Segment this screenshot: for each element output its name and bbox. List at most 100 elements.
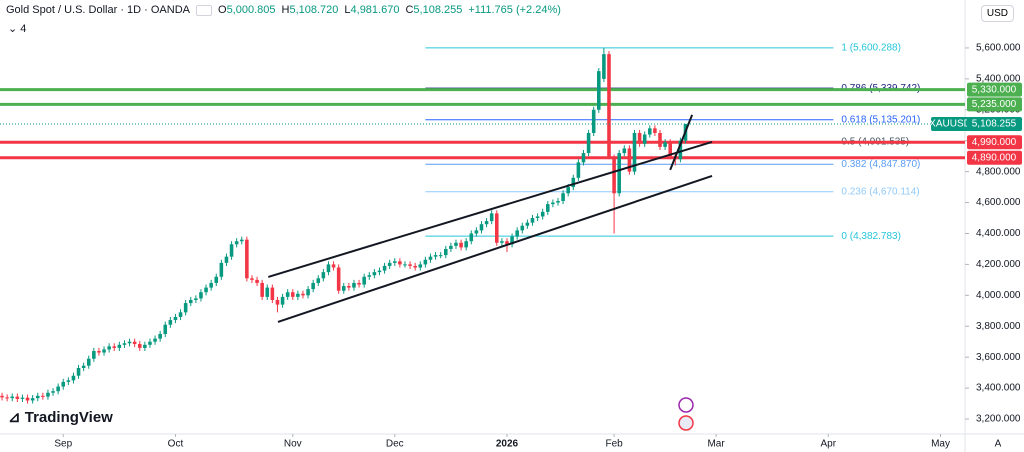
price-tag-label: 4,990.000 [972,137,1017,148]
candle-body [546,204,550,212]
candle-body [214,276,219,283]
trendline [267,140,713,278]
candle-body [35,395,40,399]
candle-body [612,157,616,194]
y-tick-label: 3,800.000 [976,321,1021,332]
candle-body [413,265,417,268]
price-tag-label: 4,890.000 [972,152,1017,163]
price-tag [967,135,1022,150]
symbol-title[interactable]: Gold Spot / U.S. Dollar · 1D · OANDA [6,4,190,16]
candle-body [158,333,162,339]
candle-body [561,193,565,202]
candle-body [188,299,193,304]
candle-body [382,265,387,271]
fib-label: 0.236 (4,670.114) [841,186,919,197]
price-change: +111.765 (+2.24%) [468,4,561,16]
candle-body [586,132,591,154]
candle-body [377,270,382,273]
ohlc-value: 5,108.720 [289,4,339,16]
auto-scale-button[interactable]: A [995,439,1002,450]
x-tick-label: Sep [54,439,72,450]
candle-body [168,320,173,325]
candle-body [622,148,627,154]
candle-body [454,242,458,246]
candle-body [347,286,351,288]
candle-body [81,365,86,368]
candle-body [464,241,468,248]
candle-body [500,241,504,243]
candle-body [408,264,412,266]
x-tick-label: Nov [284,439,302,450]
candle-body [143,344,147,348]
candle-body [92,350,96,359]
fib-label: 0.618 (5,135.201) [841,114,920,125]
candle-body [627,148,632,172]
candle-body [418,264,423,268]
candle-body [280,296,285,305]
candle-body [566,187,570,194]
candle-body [97,350,101,353]
y-tick-label: 5,400.000 [976,73,1021,84]
fib-label: 0 (4,382.783) [841,231,901,242]
candle-body [642,134,647,144]
brand-logo: ⊿ TradingView [8,409,113,426]
candle-body [10,396,15,399]
candle-body [648,128,652,135]
candle-body [255,279,259,283]
ohlc-key: L [344,4,351,16]
y-tick-label: 4,800.000 [976,166,1021,177]
y-tick-label: 3,600.000 [976,352,1021,363]
candle-body [403,264,407,266]
candle-body [357,282,361,285]
symbol-header: Gold Spot / U.S. Dollar · 1D · OANDA O5,… [6,4,561,16]
fib-label: 0.382 (4,847.870) [841,159,920,170]
x-tick-label: Feb [605,439,623,450]
indicator-count[interactable]: ⌄ 4 [8,23,27,35]
x-tick-label: Oct [168,439,184,450]
fib-label: 1 (5,600.288) [841,43,901,54]
candle-body [469,233,474,242]
candle-body [505,241,509,245]
candle-body [372,272,377,276]
candle-body [25,397,30,401]
indicator-toggle[interactable] [196,4,212,16]
candle-body [530,218,535,223]
candle-body [515,230,519,237]
candle-body [296,293,300,297]
ohlc-key: H [281,4,290,16]
ohlc: L4,981.670 [344,4,399,16]
price-tag [967,150,1022,165]
candle-body [591,109,596,133]
candle-body [153,338,157,342]
candle-body [607,54,611,158]
candle-body [540,211,545,217]
candle-body [224,256,229,263]
candle-body [484,221,489,225]
currency-button[interactable]: USD [980,5,1014,22]
ohlc-value: 5,000.805 [226,4,276,16]
candle-body [581,153,586,163]
candle-body [56,386,60,392]
candle-body [178,312,183,317]
price-tag [967,97,1022,112]
candle-body [209,282,213,288]
candle-body [290,292,295,297]
candle-body [398,261,402,265]
candle-body [653,128,657,133]
price-tag [967,82,1022,97]
ohlc: O5,000.805 [218,4,276,16]
candle-body [285,292,290,297]
candle-body [510,236,514,245]
candle-body [449,245,453,249]
candle-body [311,282,315,290]
candle-body [576,162,581,178]
candle-body [46,392,50,397]
candle-body [663,142,667,147]
candle-body [571,177,576,188]
ohlc-value: 5,108.255 [413,4,463,16]
candle-body [219,262,224,277]
price-tag-label: 5,108.255 [972,119,1017,130]
x-tick-label: Dec [386,439,404,450]
